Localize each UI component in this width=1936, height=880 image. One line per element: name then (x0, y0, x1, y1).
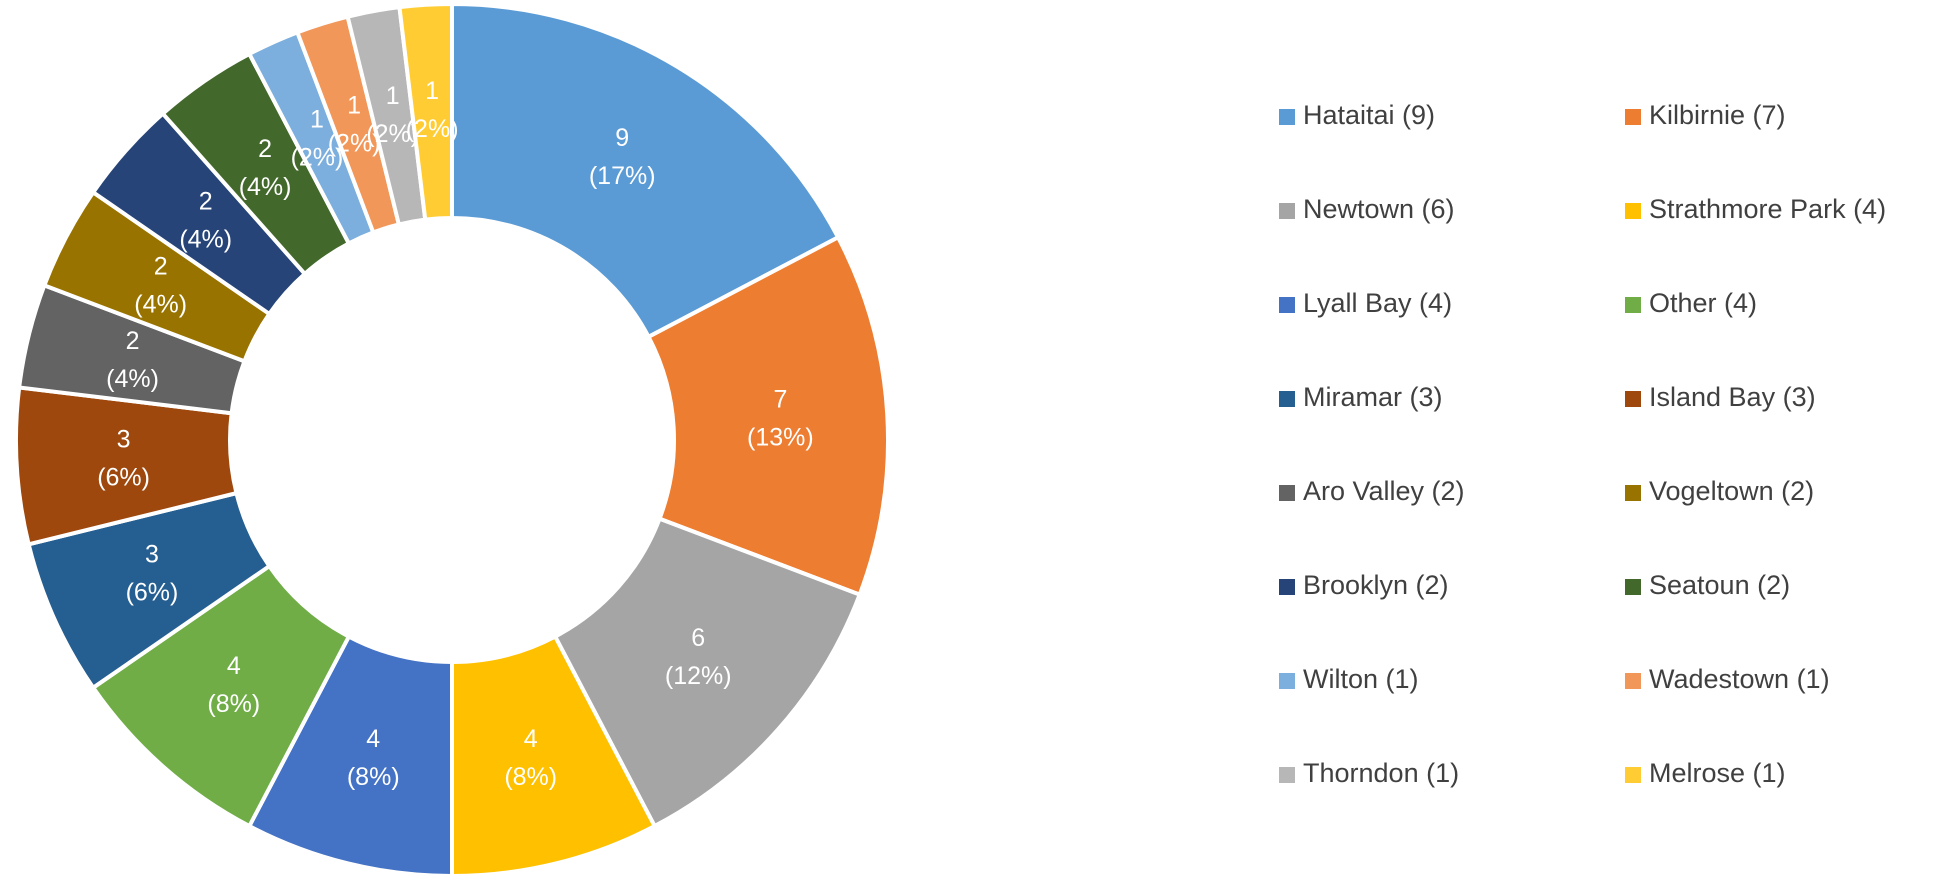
legend-swatch (1625, 297, 1641, 313)
percent-label: (6%) (126, 579, 179, 607)
legend-label: Newtown (6) (1303, 194, 1455, 224)
legend-label: Wilton (1) (1303, 664, 1419, 694)
legend-label: Hataitai (9) (1303, 100, 1435, 130)
legend-label: Kilbirnie (7) (1649, 100, 1786, 130)
legend-label: Strathmore Park (4) (1649, 194, 1886, 224)
percent-label: (8%) (207, 690, 260, 718)
legend-swatch (1625, 767, 1641, 783)
data-label: 4 (524, 725, 538, 753)
legend-swatch (1625, 109, 1641, 125)
percent-label: (2%) (328, 130, 381, 158)
legend-swatch (1279, 109, 1295, 125)
data-label: 4 (227, 652, 241, 680)
legend-swatch (1279, 485, 1295, 501)
legend-label: Lyall Bay (4) (1303, 288, 1452, 318)
legend-label: Other (4) (1649, 288, 1757, 318)
data-label: 1 (386, 82, 400, 110)
data-label: 1 (310, 106, 324, 134)
percent-label: (4%) (179, 225, 232, 253)
legend-swatch (1279, 391, 1295, 407)
percent-label: (8%) (504, 763, 557, 791)
donut-slice (450, 1, 841, 340)
data-label: 2 (126, 327, 140, 355)
legend-label: Melrose (1) (1649, 758, 1786, 788)
data-label: 3 (117, 425, 131, 453)
percent-label: (13%) (747, 424, 814, 452)
percent-label: (12%) (665, 662, 732, 690)
legend-label: Seatoun (2) (1649, 570, 1790, 600)
legend-swatch (1625, 579, 1641, 595)
percent-label: (2%) (366, 120, 419, 148)
percent-label: (4%) (134, 291, 187, 319)
data-label: 2 (258, 135, 272, 163)
percent-label: (4%) (239, 173, 292, 201)
legend-swatch (1625, 203, 1641, 219)
legend-swatch (1279, 579, 1295, 595)
data-label: 1 (425, 77, 439, 105)
percent-label: (6%) (97, 463, 150, 491)
legend-swatch (1279, 767, 1295, 783)
data-label: 3 (145, 541, 159, 569)
data-label: 9 (615, 124, 629, 152)
legend-swatch (1279, 203, 1295, 219)
percent-label: (4%) (106, 365, 159, 393)
data-label: 7 (773, 386, 787, 414)
legend-label: Vogeltown (2) (1649, 476, 1814, 506)
donut-slice (645, 234, 890, 598)
percent-label: (2%) (291, 144, 344, 172)
legend-swatch (1625, 673, 1641, 689)
data-label: 2 (199, 187, 213, 215)
legend-swatch (1625, 485, 1641, 501)
legend-label: Aro Valley (2) (1303, 476, 1465, 506)
legend-swatch (1625, 391, 1641, 407)
legend-label: Miramar (3) (1303, 382, 1443, 412)
legend-label: Island Bay (3) (1649, 382, 1816, 412)
legend-swatch (1279, 673, 1295, 689)
data-label: 4 (366, 725, 380, 753)
percent-label: (17%) (589, 162, 656, 190)
legend-label: Brooklyn (2) (1303, 570, 1449, 600)
donut-slice (397, 1, 454, 222)
data-label: 6 (691, 624, 705, 652)
legend-label: Wadestown (1) (1649, 664, 1830, 694)
percent-label: (8%) (347, 763, 400, 791)
data-label: 1 (347, 92, 361, 120)
donut-slice (552, 516, 863, 829)
data-label: 2 (154, 253, 168, 281)
legend-swatch (1279, 297, 1295, 313)
legend-label: Thorndon (1) (1303, 758, 1459, 788)
percent-label: (2%) (406, 115, 459, 143)
